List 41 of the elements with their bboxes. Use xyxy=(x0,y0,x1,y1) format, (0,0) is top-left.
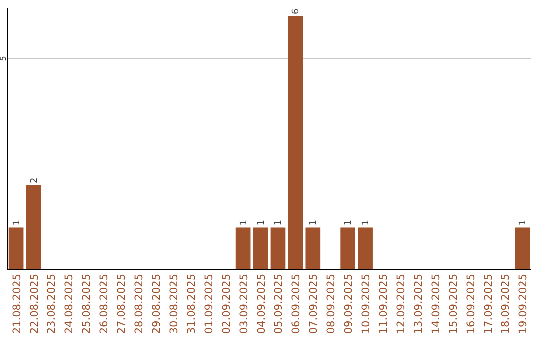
data-label: 2 xyxy=(30,178,40,184)
x-tick-label: 04.09.2025 xyxy=(256,274,268,334)
x-tick-label: 13.09.2025 xyxy=(412,274,425,334)
x-tick-label: 18.09.2025 xyxy=(500,274,512,334)
data-label: 1 xyxy=(344,220,354,226)
data-label: 1 xyxy=(274,220,284,226)
y-tick-label: 5 xyxy=(0,56,8,62)
x-tick-label: 07.09.2025 xyxy=(308,274,320,334)
x-tick-label: 15.09.2025 xyxy=(448,274,460,334)
x-tick-label: 10.09.2025 xyxy=(360,274,373,334)
data-label: 1 xyxy=(362,220,372,226)
data-label: 1 xyxy=(256,220,267,226)
data-label: 6 xyxy=(292,8,302,14)
x-tick-label: 14.09.2025 xyxy=(430,274,442,334)
x-tick-label: 09.09.2025 xyxy=(343,274,356,334)
x-tick-label: 16.09.2025 xyxy=(465,274,478,334)
data-label: 1 xyxy=(239,220,250,226)
x-tick-label: 11.09.2025 xyxy=(378,274,390,334)
x-tick-label: 05.09.2025 xyxy=(273,274,286,334)
x-tick-label: 01.09.2025 xyxy=(203,274,216,334)
x-tick-label: 12.09.2025 xyxy=(395,274,408,334)
x-tick-label: 29.08.2025 xyxy=(150,274,163,334)
x-tick-label: 26.08.2025 xyxy=(98,274,111,334)
x-tick-label: 19.09.2025 xyxy=(518,274,530,334)
x-tick-label: 08.09.2025 xyxy=(326,274,338,334)
data-label: 1 xyxy=(309,220,320,226)
x-tick-label: 21.08.2025 xyxy=(11,274,24,334)
x-tick-label: 02.09.2025 xyxy=(220,274,233,334)
x-tick-label: 28.08.2025 xyxy=(134,274,146,334)
x-tick-label: 24.08.2025 xyxy=(64,274,76,334)
x-tick-label: 17.09.2025 xyxy=(482,274,495,334)
x-tick-label: 06.09.2025 xyxy=(290,274,303,334)
x-tick-label: 22.08.2025 xyxy=(28,274,41,334)
data-label: 1 xyxy=(12,220,22,226)
x-tick-label: 03.09.2025 xyxy=(238,274,250,334)
x-tick-label: 27.08.2025 xyxy=(116,274,128,334)
x-tick-label: 30.08.2025 xyxy=(168,274,180,334)
x-tick-label: 31.08.2025 xyxy=(186,274,198,334)
data-label: 1 xyxy=(518,220,529,226)
x-tick-label: 23.08.2025 xyxy=(46,274,58,334)
x-tick-label: 25.08.2025 xyxy=(81,274,94,334)
